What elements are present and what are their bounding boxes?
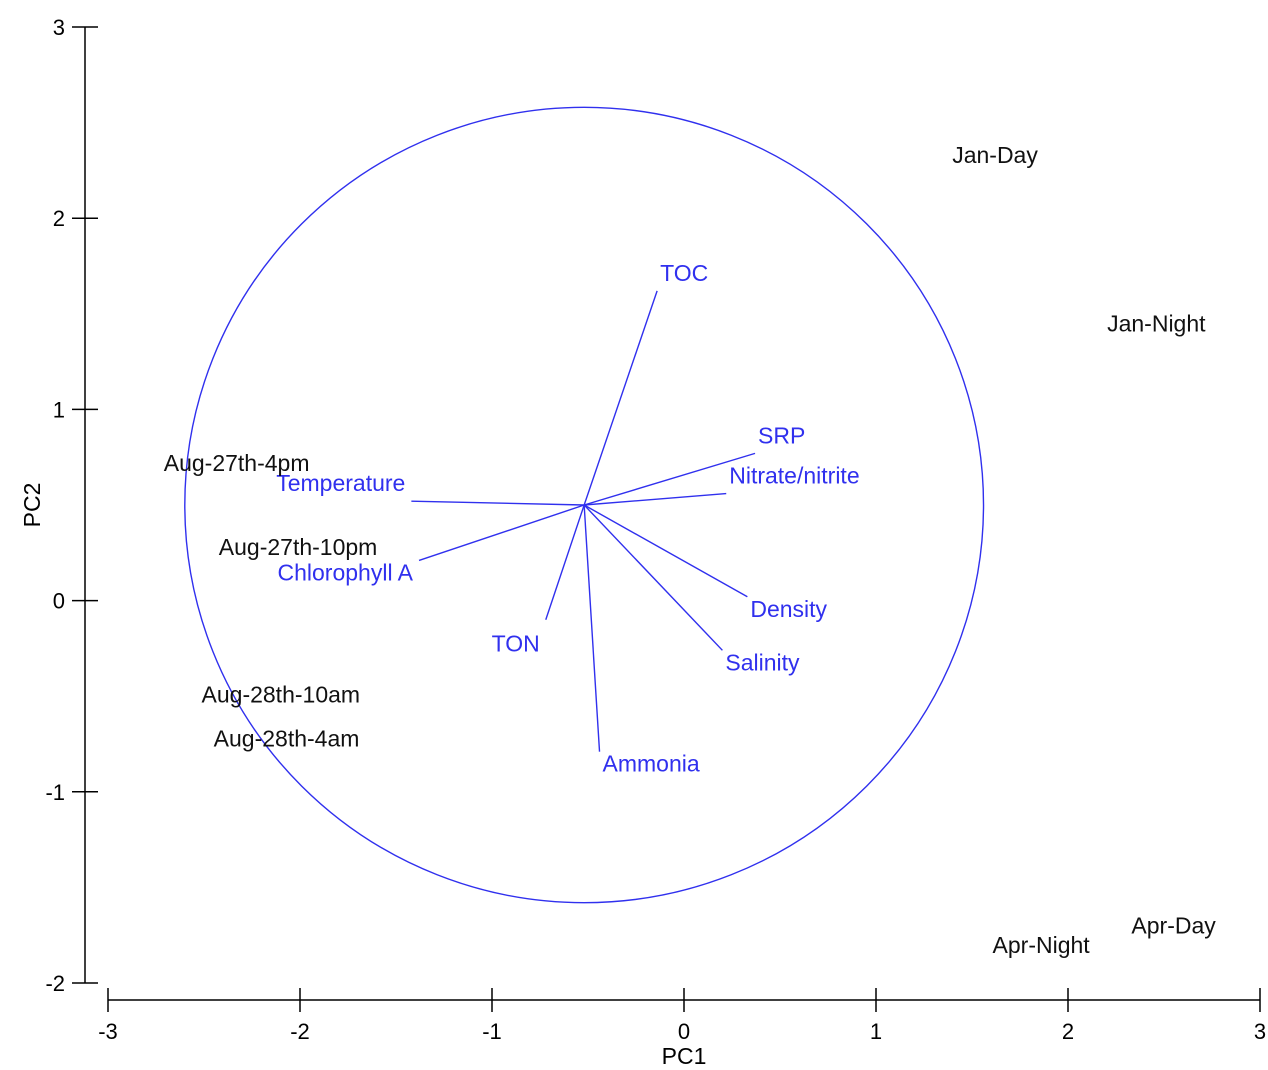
y-tick-label: 3 <box>53 15 65 40</box>
sample-label-apr-day: Apr-Day <box>1131 913 1216 939</box>
y-tick-label: 2 <box>53 206 65 231</box>
vector-ammonia <box>583 504 601 752</box>
sample-label-jan-day: Jan-Day <box>952 142 1038 168</box>
vector-salinity <box>583 504 723 651</box>
y-tick-label: -2 <box>45 971 65 996</box>
vector-label-density: Density <box>750 596 827 622</box>
vector-chlorophyll-a <box>418 504 585 562</box>
vector-label-nitrate-nitrite: Nitrate/nitrite <box>729 463 859 489</box>
axes: -2 -1 0 1 2 3 -3 -2 -1 0 1 2 3 PC1 PC2 <box>19 15 1266 1069</box>
vector-label-temperature: Temperature <box>276 470 405 496</box>
x-ticks: -3 -2 -1 0 1 2 3 <box>98 988 1266 1044</box>
y-tick-label: -1 <box>45 780 65 805</box>
x-tick-label: -1 <box>482 1019 502 1044</box>
sample-label-aug-28th-10am: Aug-28th-10am <box>202 681 361 707</box>
sample-label-aug-28th-4am: Aug-28th-4am <box>214 725 360 751</box>
vector-ton <box>545 504 585 620</box>
x-tick-label: 3 <box>1254 1019 1266 1044</box>
sample-label-jan-night: Jan-Night <box>1107 310 1206 336</box>
x-axis-title: PC1 <box>662 1043 707 1069</box>
variable-vectors: TOC SRP Nitrate/nitrite Density Salinity Ammo… <box>276 260 859 777</box>
vector-srp <box>583 452 756 506</box>
x-tick-label: 2 <box>1062 1019 1074 1044</box>
vector-label-salinity: Salinity <box>725 649 800 675</box>
x-tick-label: -3 <box>98 1019 118 1044</box>
vector-nitrate-nitrite <box>584 492 727 506</box>
vector-density <box>583 504 748 598</box>
y-ticks: -2 -1 0 1 2 3 <box>45 15 98 996</box>
vector-label-ammonia: Ammonia <box>603 751 700 777</box>
sample-label-apr-night: Apr-Night <box>993 932 1091 958</box>
x-tick-label: 1 <box>870 1019 882 1044</box>
vector-label-toc: TOC <box>660 260 708 286</box>
vector-temperature <box>411 500 585 506</box>
x-tick-label: -2 <box>290 1019 310 1044</box>
vector-toc <box>583 290 658 506</box>
x-tick-label: 0 <box>678 1019 690 1044</box>
y-tick-label: 0 <box>53 589 65 614</box>
vector-label-srp: SRP <box>758 422 805 448</box>
sample-label-aug-27th-4pm: Aug-27th-4pm <box>164 450 310 476</box>
vector-label-ton: TON <box>492 631 540 657</box>
sample-label-aug-27th-10pm: Aug-27th-10pm <box>219 534 378 560</box>
sample-labels: Jan-Day Jan-Night Aug-27th-4pm Aug-27th-10p… <box>164 142 1217 958</box>
vector-label-chlorophyll-a: Chlorophyll A <box>278 559 414 585</box>
y-axis-title: PC2 <box>19 483 45 528</box>
y-tick-label: 1 <box>53 397 65 422</box>
correlation-circle <box>184 106 985 904</box>
